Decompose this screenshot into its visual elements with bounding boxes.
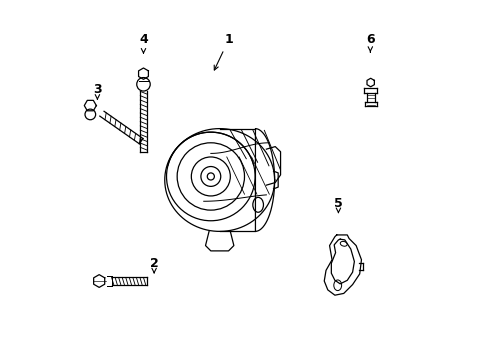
Text: 1: 1 bbox=[214, 33, 232, 70]
Text: 3: 3 bbox=[93, 83, 102, 99]
Text: 2: 2 bbox=[149, 257, 158, 273]
Text: 4: 4 bbox=[139, 33, 147, 53]
Text: 6: 6 bbox=[365, 33, 374, 52]
Text: 5: 5 bbox=[333, 197, 342, 213]
